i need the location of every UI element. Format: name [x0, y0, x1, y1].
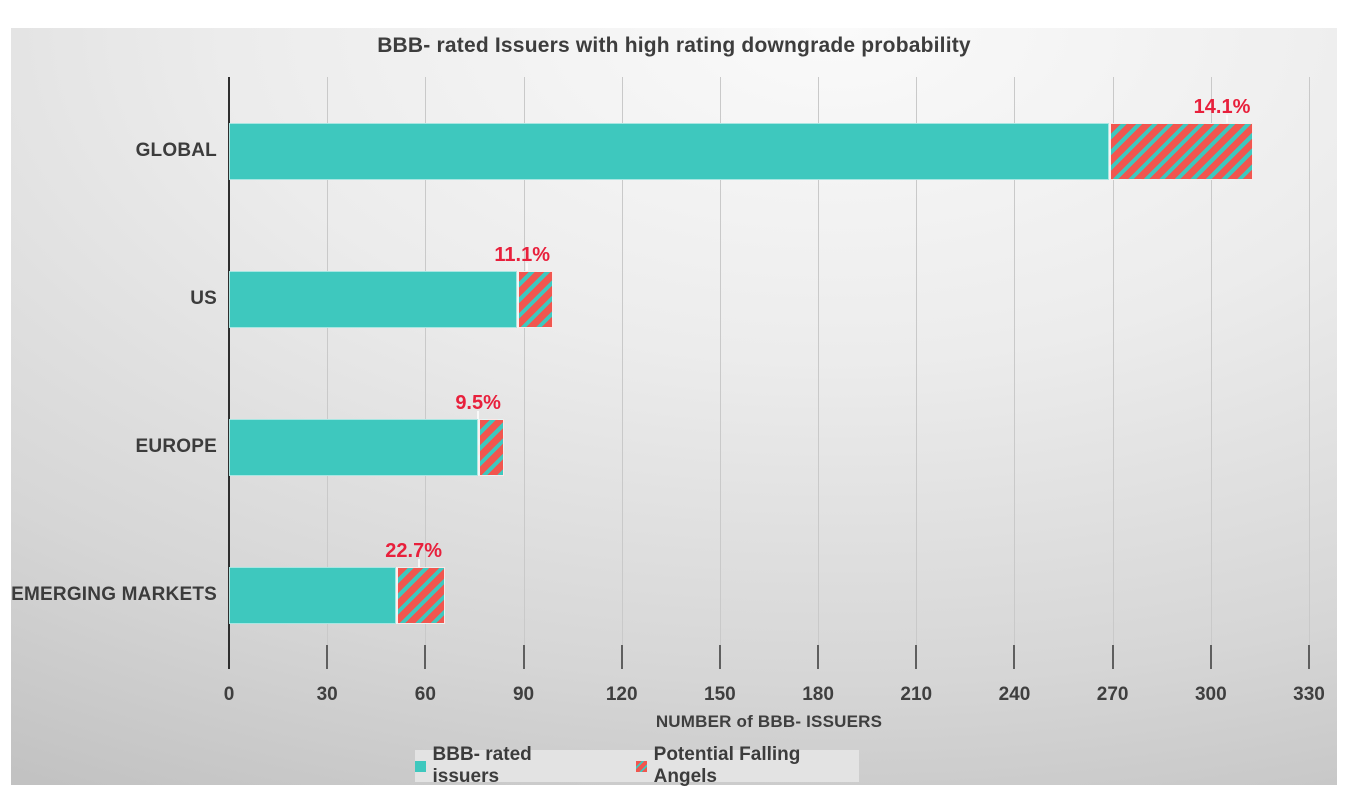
legend-swatch-hatched-icon — [636, 760, 647, 772]
tick-label-330: 330 — [1293, 684, 1325, 705]
legend-label-bbb-rated-issuers: BBB- rated issuers — [432, 744, 532, 787]
gridline-270 — [1112, 77, 1114, 648]
gridline-300 — [1210, 77, 1212, 648]
tick-label-60: 60 — [414, 684, 436, 705]
bar-segment-bbb-3 — [229, 566, 396, 624]
bar-segment-falling-angels-0 — [1109, 122, 1254, 180]
axis-tick-150 — [718, 645, 721, 669]
legend: BBB- rated issuers Potential Falling Ang… — [415, 744, 859, 787]
chart-panel: BBB- rated Issuers with high rating down… — [11, 28, 1337, 787]
legend-swatch-teal-icon — [415, 760, 426, 772]
bar-percentage-label-3: 22.7% — [385, 539, 442, 562]
axis-tick-180 — [817, 645, 820, 669]
gridline-180 — [818, 77, 820, 648]
bar-segment-bbb-1 — [229, 270, 517, 328]
gridline-90 — [523, 77, 525, 648]
gridline-210 — [916, 77, 918, 648]
tick-label-0: 0 — [223, 684, 235, 705]
axis-tick-90 — [522, 645, 525, 669]
bar-percentage-label-1: 11.1% — [494, 243, 550, 266]
bar-label-leader-2 — [476, 410, 479, 419]
tick-label-120: 120 — [605, 684, 638, 705]
category-label-global: GLOBAL — [135, 140, 217, 161]
axis-tick-120 — [620, 645, 623, 669]
tick-label-210: 210 — [900, 684, 933, 705]
category-label-europe: EUROPE — [135, 436, 217, 457]
bar-segment-falling-angels-1 — [517, 270, 553, 328]
bar-label-leader-0 — [1226, 114, 1229, 123]
gridline-60 — [425, 77, 427, 648]
bar-percentage-label-0: 14.1% — [1193, 95, 1251, 118]
bar-segment-bbb-2 — [229, 418, 478, 476]
bar-percentage-label-2: 9.5% — [455, 391, 501, 414]
axis-tick-210 — [915, 645, 918, 669]
axis-tick-300 — [1209, 645, 1212, 669]
gridline-330 — [1309, 77, 1310, 648]
category-label-emerging-markets: EMERGING MARKETS — [11, 584, 217, 605]
gridline-150 — [719, 77, 721, 648]
legend-item-bbb-rated-issuers: BBB- rated issuers — [415, 744, 596, 788]
y-axis-line — [228, 77, 230, 669]
axis-tick-30 — [326, 645, 329, 669]
bar-label-leader-3 — [418, 558, 420, 567]
x-axis-label: NUMBER of BBB- ISSUERS — [655, 712, 883, 731]
category-label-us: US — [190, 288, 217, 309]
gridline-240 — [1014, 77, 1016, 648]
tick-label-300: 300 — [1194, 684, 1227, 705]
bar-segment-falling-angels-2 — [477, 418, 504, 476]
axis-tick-60 — [424, 645, 427, 669]
chart-title: BBB- rated Issuers with high rating down… — [377, 34, 971, 57]
tick-label-240: 240 — [998, 684, 1031, 705]
axis-tick-270 — [1111, 645, 1114, 669]
tick-label-30: 30 — [316, 684, 338, 705]
tick-label-150: 150 — [704, 684, 736, 705]
bar-segment-bbb-0 — [229, 122, 1110, 180]
tick-label-90: 90 — [512, 684, 535, 705]
axis-tick-330 — [1308, 645, 1310, 669]
tick-label-270: 270 — [1096, 684, 1129, 705]
bar-label-leader-1 — [526, 262, 528, 271]
axis-tick-240 — [1013, 645, 1016, 669]
tick-label-180: 180 — [802, 684, 834, 705]
legend-label-potential-falling-angels: Potential Falling Angels — [653, 744, 801, 787]
gridline-30 — [327, 77, 329, 648]
gridline-120 — [621, 77, 623, 648]
legend-item-potential-falling-angels: Potential Falling Angels — [636, 744, 859, 788]
plot-area: 0 30 60 90 120 150 180 210 240 270 300 330 GLOBAL 14.… — [11, 28, 1337, 785]
bar-segment-falling-angels-3 — [395, 566, 445, 624]
